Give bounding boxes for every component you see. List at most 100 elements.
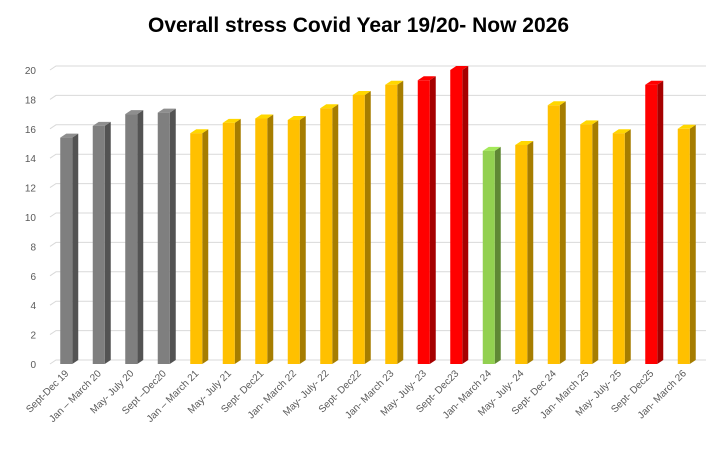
y-tick-label: 10 [25,213,37,224]
bar-top [580,120,599,125]
bar-front [190,133,203,364]
bar-side [624,129,631,364]
gridline [49,330,706,336]
bar [417,76,436,364]
bar-front [677,128,690,364]
bars [60,66,696,365]
bar-side [137,110,144,364]
bar-side [527,140,534,364]
bar-top [417,76,436,81]
bar-side [657,80,664,364]
bar-top [385,80,404,85]
bar-front [125,114,138,364]
gridline [49,359,706,365]
bar-top [222,118,241,123]
bar-side [397,80,404,364]
bar-top [60,133,79,138]
bar-top [612,129,631,134]
bar-front [547,105,560,364]
bar-side [169,108,176,364]
gridline [49,153,706,159]
bar-front [385,84,398,364]
gridline [49,300,706,306]
bar [547,101,566,364]
bar-top [92,121,111,126]
bar [255,114,274,364]
bar [515,140,534,364]
bar [352,90,371,365]
bar-side [559,101,566,364]
bar-front [352,94,365,365]
bar [612,129,631,364]
bar [60,133,79,364]
y-tick-label: 2 [30,331,36,342]
y-tick-label: 0 [30,360,36,371]
bar-top [515,140,534,145]
bar-front [450,70,463,364]
y-axis: 0 2 4 6 8 10 12 14 16 18 20 [25,66,37,371]
bar-side [202,129,209,364]
bar-top [645,80,664,85]
bar [385,80,404,364]
bar-top [352,90,371,95]
bar-side [299,115,306,364]
bar-front [645,84,658,364]
bar-side [72,133,79,364]
bar [450,66,469,364]
y-tick-label: 12 [25,184,37,195]
y-tick-label: 14 [25,154,37,165]
y-tick-label: 20 [25,66,37,77]
bar [125,110,144,364]
bar-front [60,137,73,364]
y-tick-label: 16 [25,125,37,136]
gridline [49,212,706,218]
bar-side [267,114,274,364]
bar-top [547,101,566,106]
bar [320,104,339,364]
bar-side [494,146,501,364]
bar-front [287,119,300,364]
y-tick-label: 4 [30,301,36,312]
bar-side [364,90,371,365]
bar-front [92,125,105,364]
bar-top [450,66,469,70]
bar-side [689,124,696,364]
bar-side [462,66,469,364]
chart-title: Overall stress Covid Year 19/20- Now 202… [147,14,570,37]
bar [580,120,599,364]
bar-front [515,144,528,364]
gridline [49,241,706,247]
bar [157,108,176,364]
bar-side [234,118,241,364]
gridline [49,94,706,100]
bar [92,121,111,364]
gridlines [49,65,706,365]
bar-front [580,124,593,364]
bar [482,146,501,364]
bar-top [320,104,339,109]
gridline [49,65,706,71]
bar-top [677,124,696,129]
gridline [49,183,706,189]
y-tick-label: 6 [30,272,36,283]
bar [222,118,241,364]
y-tick-label: 18 [25,95,37,106]
bar-side [104,121,111,364]
bar-side [429,76,436,364]
bar-front [612,133,625,364]
y-tick-label: 8 [30,242,36,253]
bar-front [482,150,495,364]
bar-front [255,118,268,364]
bar-front [417,80,430,364]
bar [677,124,696,364]
gridline [49,124,706,130]
gridline [49,271,706,277]
bar [190,129,209,364]
bar-top [482,146,501,151]
bar [645,80,664,364]
bar-top [190,129,209,134]
bar-side [332,104,339,364]
bar-top [255,114,274,119]
